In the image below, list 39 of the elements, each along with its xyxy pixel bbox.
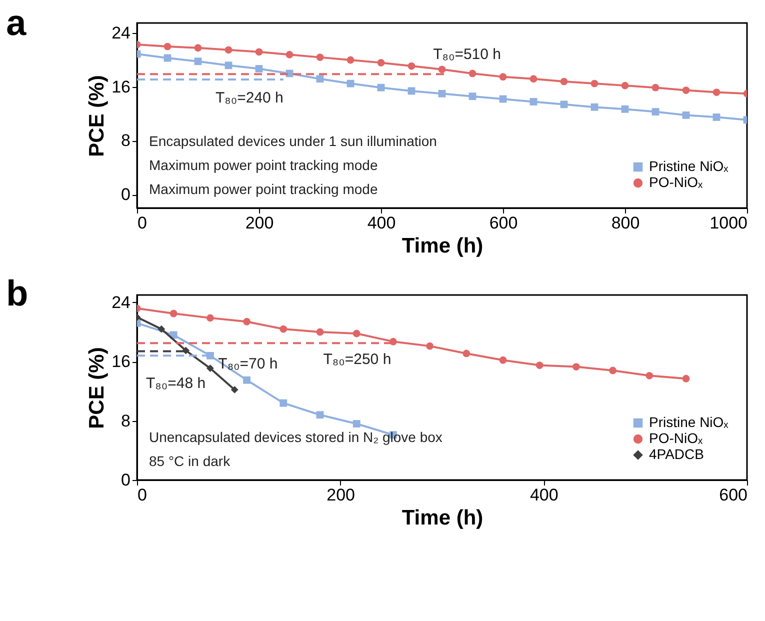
- x-tick-label: 600: [719, 486, 748, 504]
- x-tick-label: 400: [367, 214, 396, 232]
- x-tick-label: 200: [245, 214, 274, 232]
- legend-label: PO-NiOₓ: [649, 430, 703, 446]
- chart-title: a: [6, 2, 28, 43]
- x-tick-label: 600: [489, 214, 518, 232]
- annotation: 85 °C in dark: [149, 453, 232, 469]
- annotation: T₈₀=70 h: [218, 356, 278, 373]
- x-tick-label: 800: [611, 214, 640, 232]
- annotation: T₈₀=510 h: [433, 46, 502, 64]
- y-tick-label: 0: [121, 470, 130, 490]
- y-tick-label: 0: [121, 185, 130, 204]
- y-tick-label: 16: [112, 352, 130, 372]
- legend-label: PO-NiOₓ: [649, 174, 703, 190]
- legend-label: 4PADCB: [649, 446, 704, 462]
- x-axis-title: Time (h): [402, 234, 484, 258]
- legend-label: Pristine NiOₓ: [649, 158, 729, 174]
- annotation: Maximum power point tracking mode: [149, 157, 378, 173]
- x-tick-label: 0: [138, 214, 147, 232]
- annotation: Encapsulated devices under 1 sun illumination: [149, 133, 437, 149]
- y-tick-label: 24: [112, 24, 130, 43]
- x-tick-label: 200: [326, 486, 356, 504]
- y-axis-title: PCE (%): [86, 347, 109, 429]
- x-tick-label: 400: [530, 486, 558, 504]
- annotation: T₈₀=48 h: [146, 375, 206, 392]
- annotation: Unencapsulated devices stored in N₂ glove box: [149, 429, 442, 445]
- x-tick-label: 0: [138, 486, 147, 504]
- y-tick-label: 16: [112, 77, 130, 96]
- x-tick-label: 1000: [710, 214, 748, 232]
- legend-label: Pristine NiOₓ: [649, 414, 729, 430]
- annotation: Maximum power point tracking mode: [149, 181, 378, 197]
- annotation: T₈₀=240 h: [215, 90, 284, 107]
- x-axis-title: Time (h): [402, 506, 484, 530]
- y-tick-label: 8: [121, 411, 130, 430]
- y-axis-title: PCE (%): [86, 75, 109, 157]
- y-tick-label: 24: [112, 292, 130, 312]
- y-tick-label: 8: [121, 131, 130, 150]
- chart-title: b: [6, 272, 28, 314]
- annotation: T₈₀=250 h: [323, 351, 392, 368]
